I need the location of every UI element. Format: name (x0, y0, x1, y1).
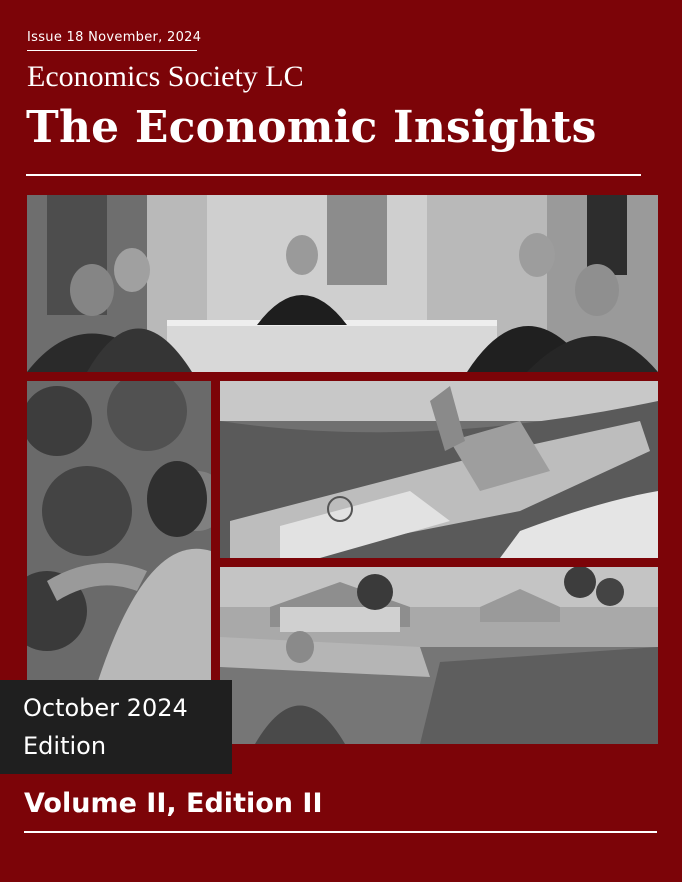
page-title: The Economic Insights (26, 102, 597, 153)
meeting-photo (27, 195, 658, 372)
issue-divider (27, 50, 197, 51)
edition-month: October 2024 (23, 694, 188, 722)
volume-divider (24, 831, 657, 833)
edition-label: Edition (23, 732, 107, 760)
volume-label: Volume II, Edition II (24, 788, 323, 819)
title-divider (26, 174, 641, 176)
society-name: Economics Society LC (27, 60, 304, 93)
hurricane-damage-photo (220, 567, 658, 744)
farmer-photo (27, 381, 211, 684)
warship-photo (220, 381, 658, 558)
edition-badge (0, 680, 232, 774)
issue-line: Issue 18 November, 2024 (27, 30, 202, 45)
